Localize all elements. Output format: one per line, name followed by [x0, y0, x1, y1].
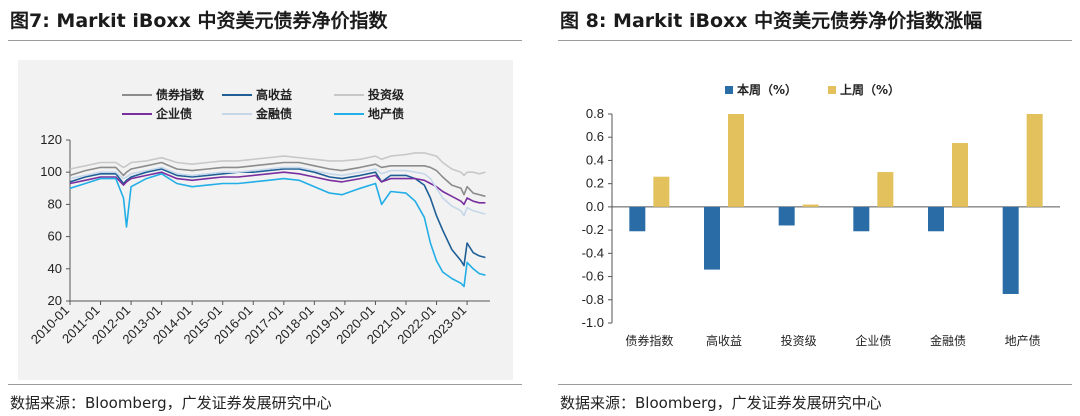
y-tick-label: 80 — [48, 196, 62, 211]
bar — [629, 206, 646, 232]
y-tick-label: 0.6 — [586, 129, 604, 144]
source-rule — [558, 384, 1072, 385]
series-line — [69, 166, 486, 217]
line-chart: 204060801001202010-012011-012012-012013-… — [28, 87, 490, 347]
title-rule — [558, 40, 1072, 41]
y-tick-label: 20 — [48, 293, 62, 308]
category-label: 债券指数 — [625, 333, 673, 348]
bar — [802, 204, 819, 207]
legend-label: 金融债 — [255, 106, 292, 121]
series-line — [69, 173, 486, 288]
y-tick-label: 100 — [40, 164, 62, 179]
y-tick-label: 120 — [40, 132, 62, 147]
legend-label: 地产债 — [368, 106, 404, 121]
series-line — [69, 152, 486, 177]
y-tick-label: -0.2 — [582, 222, 604, 237]
y-tick-label: -0.6 — [582, 269, 604, 284]
bar — [653, 176, 670, 207]
y-tick-label: -1.0 — [582, 315, 604, 330]
bar — [1026, 114, 1043, 207]
legend-swatch — [725, 86, 733, 94]
bar — [1002, 206, 1019, 294]
title-rule — [8, 40, 522, 41]
category-label: 高收益 — [706, 333, 742, 348]
bar-chart-panel: 图 8: Markit iBoxx 中资美元债券净价指数涨幅 0.8 0.6 0.4… — [550, 0, 1080, 416]
category-label: 企业债 — [855, 333, 891, 348]
category-label: 金融债 — [930, 333, 966, 348]
bar — [778, 206, 795, 226]
legend-swatch — [828, 86, 836, 94]
legend-label: 本周（%） — [737, 82, 797, 97]
legend-label: 债券指数 — [156, 87, 205, 102]
bar-chart: 0.8 0.6 0.4 0.2 0.0 -0.2 -0.4 -0.6 -0.8 -1.0 债券指数 高… — [582, 82, 1060, 348]
legend-label: 上周（%） — [840, 82, 900, 97]
bar — [728, 114, 744, 207]
legend-label: 投资级 — [368, 87, 404, 102]
y-tick-label: 0.2 — [586, 176, 604, 191]
plot-background — [18, 60, 513, 380]
bar — [853, 206, 870, 232]
y-tick-label: 60 — [48, 229, 62, 244]
legend-label: 企业债 — [155, 106, 192, 121]
series-line — [69, 171, 486, 206]
y-tick-label: 0.8 — [586, 106, 604, 121]
source-note: 数据来源：Bloomberg，广发证券发展研究中心 — [10, 394, 332, 412]
legend-label: 高收益 — [256, 87, 292, 102]
bar — [952, 143, 968, 207]
source-rule — [8, 384, 522, 385]
series-line — [69, 168, 486, 267]
line-chart-panel: 图7: Markit iBoxx 中资美元债券净价指数 20 40 60 80 100 1… — [0, 0, 530, 416]
source-note: 数据来源：Bloomberg，广发证券发展研究中心 — [560, 394, 882, 412]
category-label: 地产债 — [1005, 334, 1041, 348]
chart-title: 图 8: Markit iBoxx 中资美元债券净价指数涨幅 — [560, 10, 983, 32]
y-tick-label: 40 — [48, 261, 62, 276]
y-tick-label: -0.8 — [582, 292, 604, 307]
chart-title: 图7: Markit iBoxx 中资美元债券净价指数 — [10, 10, 388, 32]
y-tick-label: -0.4 — [582, 245, 604, 260]
category-label: 投资级 — [781, 333, 817, 348]
series-line — [69, 161, 486, 198]
y-tick-label: 0.4 — [586, 152, 604, 167]
bar — [928, 206, 944, 232]
y-tick-label: 0.0 — [586, 199, 604, 214]
bar — [704, 206, 720, 270]
bar — [877, 172, 894, 207]
